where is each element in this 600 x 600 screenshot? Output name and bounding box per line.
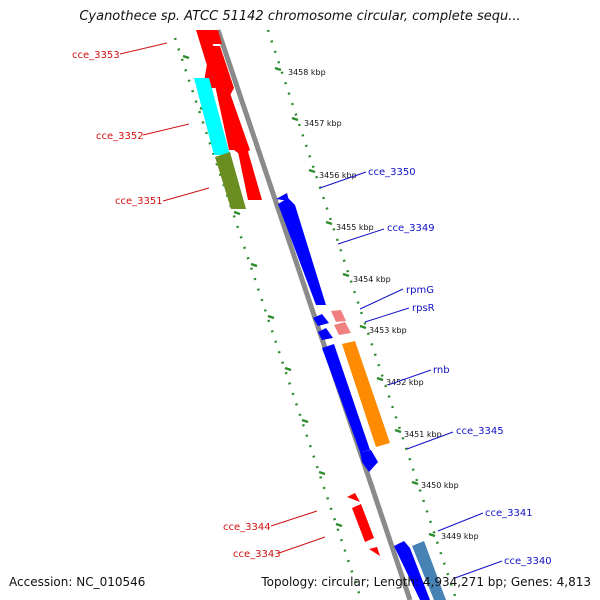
scale-tick	[291, 116, 299, 122]
scale-tick	[411, 480, 419, 486]
gene-red-small-3[interactable]	[369, 547, 380, 556]
gene-red-2[interactable]	[213, 76, 250, 156]
gene-steel[interactable]	[412, 541, 446, 600]
scale-tick	[250, 262, 258, 268]
gene-label[interactable]: cce_3344	[223, 522, 271, 533]
gene-blue-lower[interactable]	[322, 344, 370, 452]
gene-label[interactable]: cce_3353	[72, 50, 120, 61]
gene-olive[interactable]	[215, 152, 246, 209]
scale-tick	[318, 470, 326, 476]
label-leader	[119, 42, 168, 55]
gene-pink-1[interactable]	[331, 310, 346, 322]
gene-blue-small-1[interactable]	[313, 314, 329, 326]
gene-red-small-1[interactable]	[347, 493, 360, 502]
gene-label[interactable]: cce_3340	[504, 556, 552, 567]
scale-tick	[267, 314, 275, 320]
scale-tick	[233, 210, 241, 216]
gene-label[interactable]: cce_3350	[368, 167, 416, 178]
label-leader	[270, 510, 318, 527]
gene-label[interactable]: cce_3349	[387, 223, 435, 234]
gene-blue-small-top[interactable]	[276, 193, 289, 201]
label-leader	[387, 369, 432, 386]
label-leader	[162, 187, 210, 202]
gene-blue-small-2[interactable]	[318, 328, 333, 340]
map-title: Cyanothece sp. ATCC 51142 chromosome cir…	[79, 9, 521, 24]
label-leader	[278, 536, 326, 554]
gene-label[interactable]: cce_3341	[485, 508, 533, 519]
scale-label: 3453 kbp	[369, 326, 407, 335]
scale-label: 3455 kbp	[336, 223, 374, 232]
gene-pink-2[interactable]	[334, 322, 351, 335]
scale-label: 3457 kbp	[304, 119, 342, 128]
gene-label[interactable]: cce_3345	[456, 426, 504, 437]
scale-tick	[325, 220, 333, 226]
label-leader	[359, 288, 404, 310]
genome-summary-text: Topology: circular; Length: 4,934,271 bp…	[261, 575, 591, 589]
scale-label: 3450 kbp	[421, 481, 459, 490]
scale-label: 3456 kbp	[319, 171, 357, 180]
backbone-track	[215, 29, 413, 600]
scale-tick	[342, 272, 350, 278]
scale-tick	[359, 324, 367, 330]
scale-tick	[428, 532, 436, 538]
scale-label: 3452 kbp	[386, 378, 424, 387]
scale-tick	[182, 54, 190, 60]
gene-label[interactable]: cce_3352	[96, 131, 144, 142]
gene-cyan[interactable]	[194, 78, 230, 155]
scale-label: 3458 kbp	[288, 68, 326, 77]
label-leader	[406, 431, 454, 450]
scale-tick	[284, 366, 292, 372]
gene-label[interactable]: cce_3343	[233, 549, 281, 560]
scale-tick	[376, 376, 384, 382]
scale-tick	[335, 522, 343, 528]
gene-blue-arrow-tip[interactable]	[360, 450, 378, 472]
scale-tick	[394, 428, 402, 434]
label-leader	[142, 123, 190, 136]
scale-label: 3449 kbp	[441, 532, 479, 541]
scale-ticks	[182, 54, 436, 538]
accession-text: Accession: NC_010546	[9, 575, 146, 589]
gene-orange[interactable]	[342, 341, 390, 447]
gene-label[interactable]: cce_3351	[115, 196, 163, 207]
gene-blue-bottom[interactable]	[394, 541, 430, 600]
label-leader	[437, 512, 484, 532]
gene-red-small-2[interactable]	[352, 504, 374, 542]
label-leader	[319, 171, 367, 189]
scale-label: 3454 kbp	[353, 275, 391, 284]
gene-blue-long[interactable]	[278, 198, 326, 305]
right-scale-line	[266, 29, 457, 597]
label-leader	[364, 307, 410, 323]
gene-red-3[interactable]	[238, 148, 262, 200]
scale-tick	[274, 66, 282, 72]
label-leader	[337, 228, 385, 245]
scale-tick	[308, 168, 316, 174]
gene-label[interactable]: rpsR	[412, 303, 435, 314]
label-leader	[454, 560, 503, 579]
scale-label: 3451 kbp	[404, 430, 442, 439]
gene-red-top-right[interactable]	[208, 30, 222, 44]
scale-tick	[301, 418, 309, 424]
gene-label[interactable]: rpmG	[406, 285, 434, 296]
gene-label[interactable]: rnb	[433, 365, 450, 376]
